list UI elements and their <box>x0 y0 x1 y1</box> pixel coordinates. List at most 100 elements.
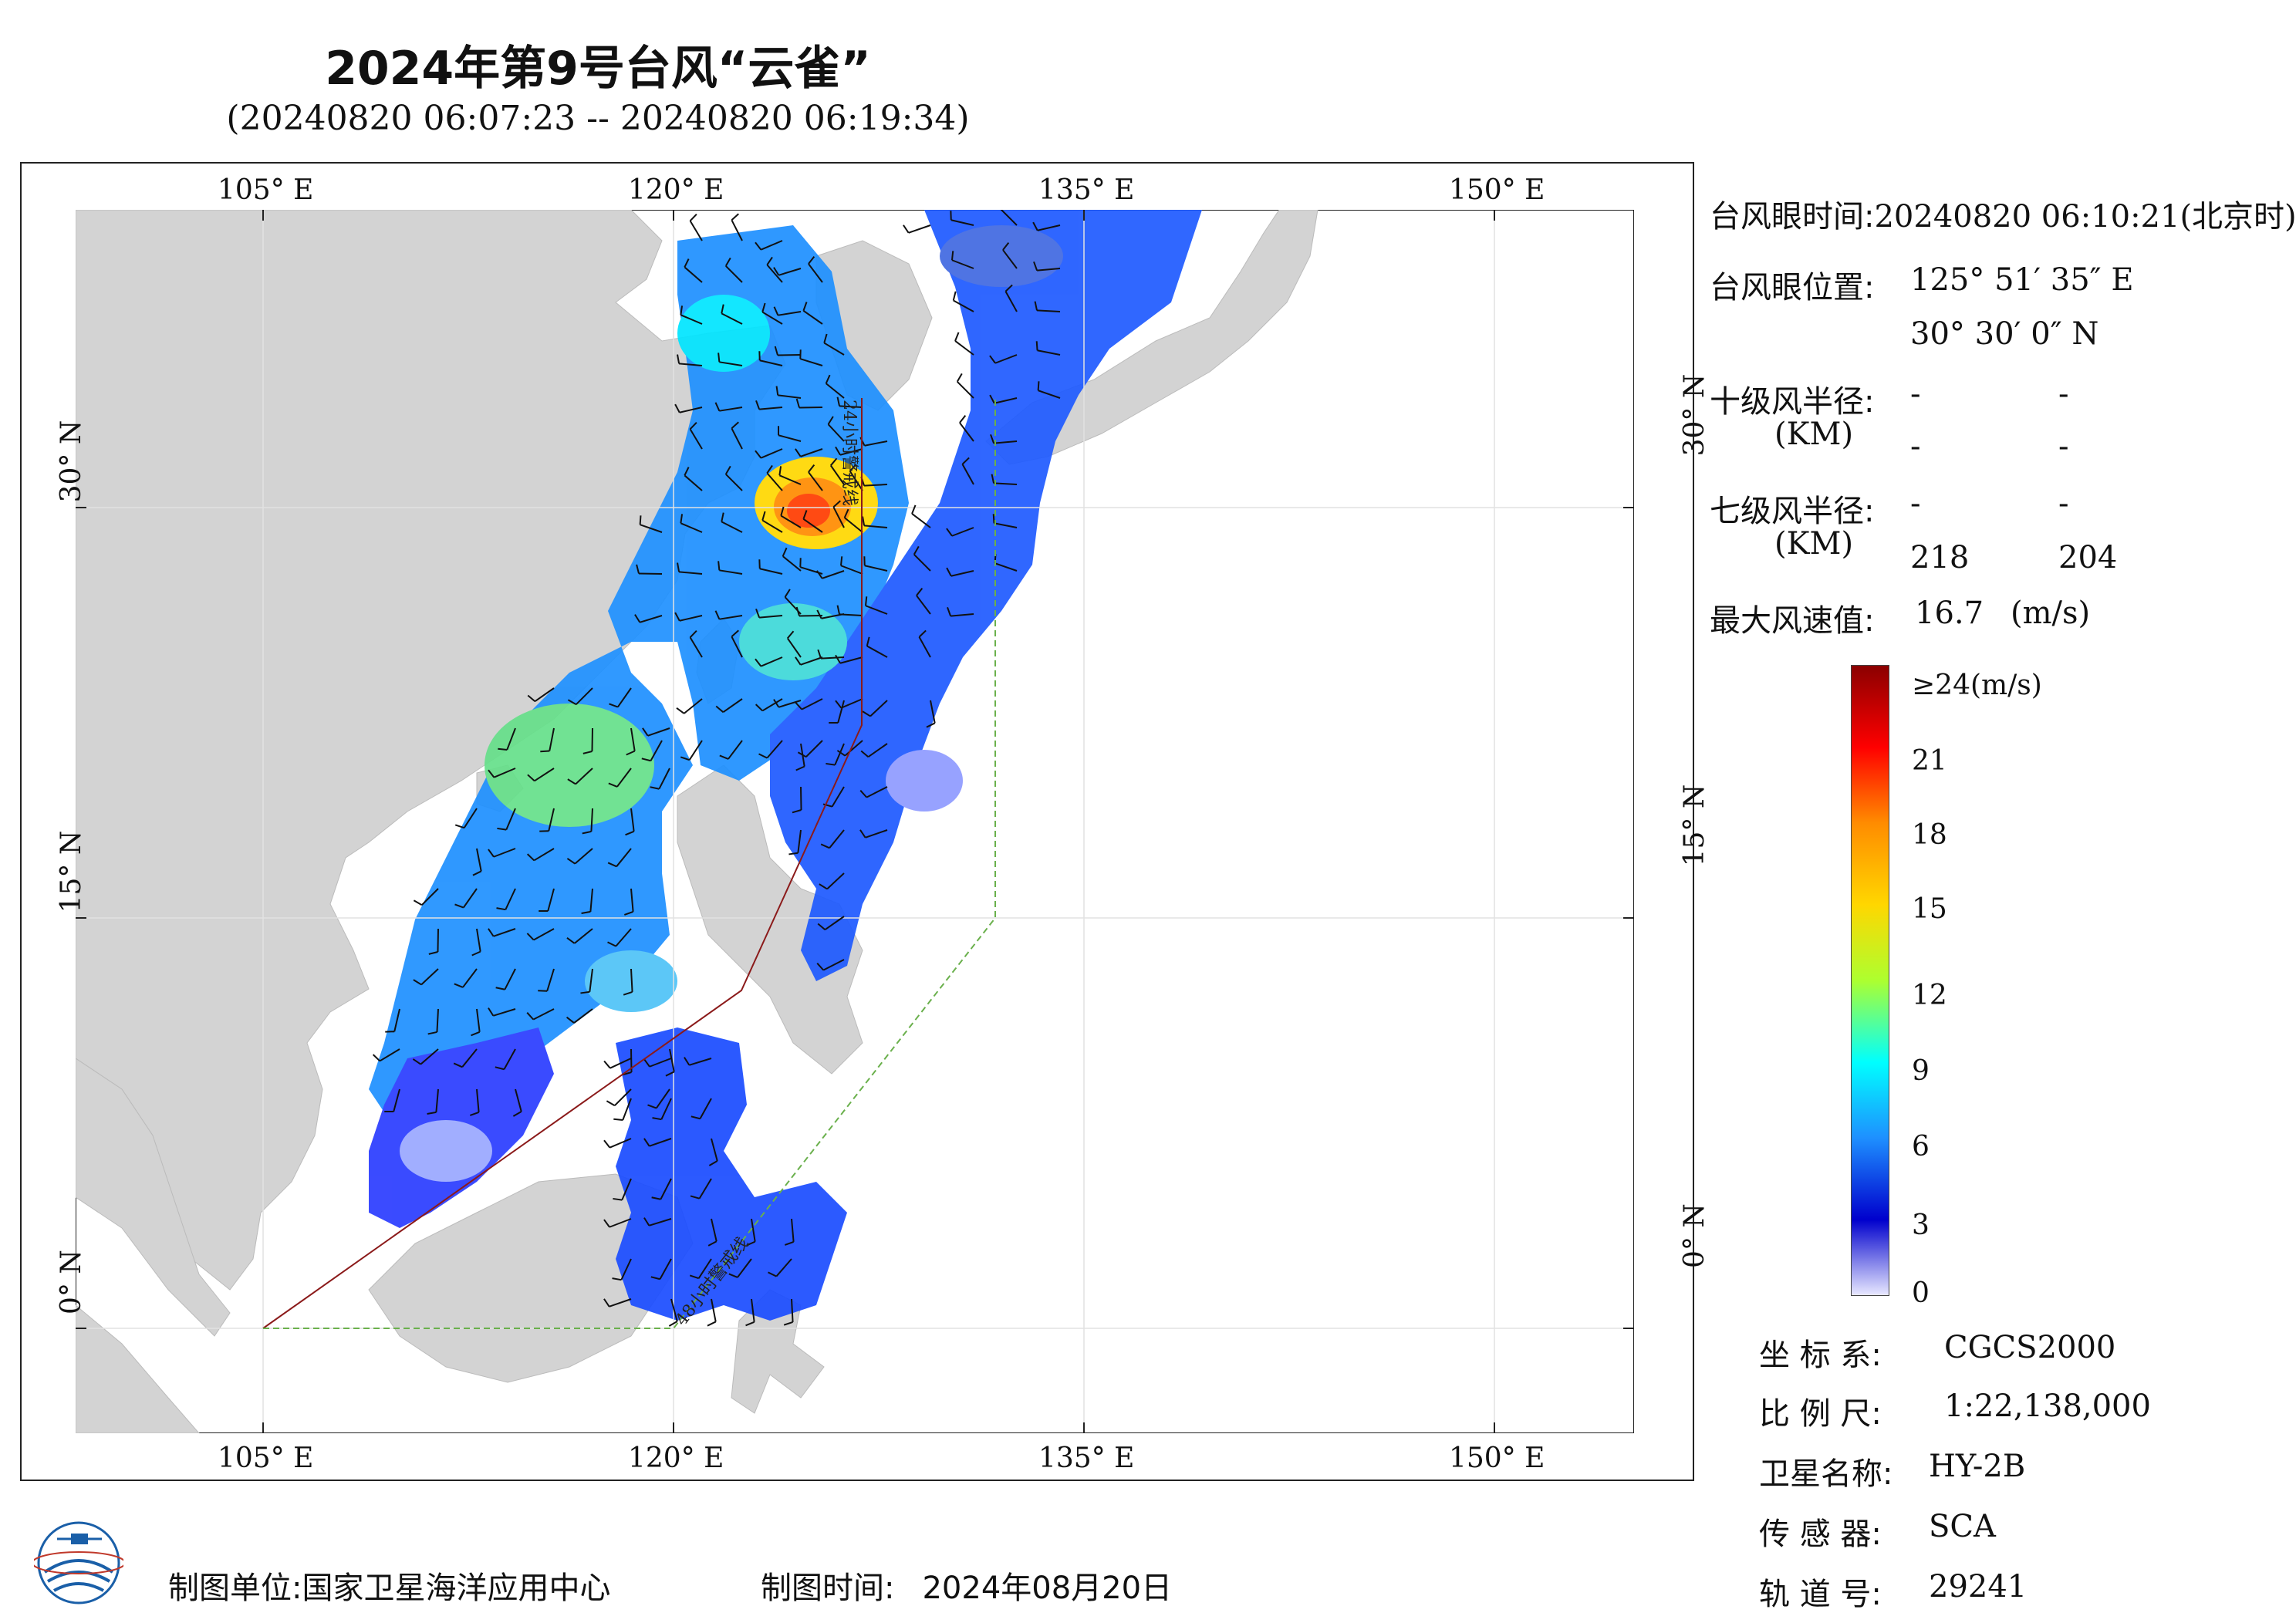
wind-barb <box>849 471 863 491</box>
wind-barb <box>832 506 845 528</box>
wind-barb <box>640 524 663 533</box>
wind-barb <box>800 656 823 666</box>
wind-barb <box>761 519 783 533</box>
r10-value-2: - <box>2058 376 2069 412</box>
r7-value-2: - <box>2058 486 2069 521</box>
wind-barb <box>640 615 663 623</box>
wind-barb <box>822 570 845 579</box>
wind-barb <box>759 359 783 366</box>
wind-barb <box>865 829 888 838</box>
wind-barb-flag <box>773 306 779 316</box>
wind-barb <box>719 569 743 575</box>
wind-barb <box>824 916 845 931</box>
wind-barb <box>820 656 845 660</box>
wind-barb <box>801 698 823 710</box>
satellite-row: 卫星名称: <box>1759 1449 1893 1493</box>
legend-tick-21: 21 <box>1912 745 1947 777</box>
wind-barb <box>826 872 845 890</box>
wind-barb-flag <box>707 1240 718 1247</box>
wind-barb-flag <box>731 213 739 221</box>
wind-barb-flag <box>690 1195 700 1200</box>
wind-barb <box>379 1048 400 1062</box>
wind-barb <box>711 1298 717 1322</box>
wind-barb-flag <box>707 1321 717 1327</box>
lat-tick-left-30: 30° N <box>56 420 87 503</box>
wind-barb <box>630 888 634 912</box>
wind-barb <box>609 1218 632 1228</box>
wind-barb <box>589 968 593 992</box>
wind-barb-flag <box>746 1240 756 1247</box>
wind-japan-sea <box>940 225 1063 287</box>
wind-barb-flag <box>643 1138 650 1147</box>
wind-barb <box>689 1058 712 1066</box>
wind-barb-flag <box>566 1016 575 1024</box>
wind-barb <box>728 740 743 760</box>
wind-barb-flag <box>680 756 690 761</box>
wind-barb <box>719 407 743 412</box>
footer-unit-value: 国家卫星海洋应用中心 <box>302 1571 611 1606</box>
wind-barb-flag <box>830 457 838 467</box>
wind-barb-flag <box>835 446 841 456</box>
wind-barb-flag <box>1035 341 1038 351</box>
wind-barb <box>393 1008 400 1032</box>
wind-barb-flag <box>755 608 761 618</box>
wind-barb <box>493 848 516 858</box>
wind-barb-flag <box>689 213 697 221</box>
sensor-value: SCA <box>1929 1509 1996 1544</box>
wind-barb-flag <box>641 758 651 762</box>
wind-barb <box>864 440 888 447</box>
wind-barb-flag <box>795 702 803 710</box>
map-frame <box>20 162 1694 1481</box>
warning-24h-label: 24小时警戒线 <box>839 400 859 506</box>
wind-barb <box>669 1048 675 1072</box>
legend-tick-24: ≥24(m/s) <box>1912 670 2042 701</box>
wind-barb <box>731 427 743 450</box>
wind-barb-flag <box>603 1219 610 1228</box>
wind-barb <box>670 1298 678 1322</box>
wind-barb <box>834 743 845 766</box>
r10-value-3: - <box>1910 429 1921 464</box>
wind-barb <box>994 562 1018 572</box>
wind-barb <box>950 613 974 617</box>
wind-barb <box>782 555 802 572</box>
wind-barb <box>660 1098 672 1120</box>
wind-barb-flag <box>647 1104 657 1109</box>
wind-barb-flag <box>721 304 724 314</box>
r7-value-4: 204 <box>2058 540 2118 575</box>
wind-barb-flag <box>603 1139 611 1149</box>
wind-barb-flag <box>775 386 779 396</box>
wind-barb-flag <box>718 353 721 363</box>
wind-barb-flag <box>714 610 721 620</box>
wind-barb <box>660 1178 672 1200</box>
wind-barb <box>689 428 703 450</box>
wind-barb-flag <box>1037 381 1040 391</box>
wind-barb <box>994 354 1018 364</box>
lat-tick-right-15: 15° N <box>1679 784 1710 867</box>
wind-barb-flag <box>625 830 635 836</box>
wind-barb <box>766 472 783 491</box>
wind-barb <box>684 266 703 283</box>
orbit-value: 29241 <box>1929 1569 2028 1604</box>
wind-barb <box>823 342 845 356</box>
wind-barb <box>711 1218 718 1242</box>
wind-barb-flag <box>622 1071 632 1076</box>
wind-barb-flag <box>836 605 841 615</box>
wind-barb <box>950 219 974 226</box>
wind-barb-flag <box>454 903 464 909</box>
lon-tick-bottom-105: 105° E <box>218 1442 314 1474</box>
wind-barb-flag <box>469 1111 479 1116</box>
lat-tick-right-0: 0° N <box>1679 1203 1710 1268</box>
wind-barb <box>737 1258 752 1278</box>
wind-barb <box>930 700 936 724</box>
wind-barb <box>731 636 743 658</box>
lon-tick-top-150: 150° E <box>1449 174 1545 206</box>
wind-barb <box>867 743 888 758</box>
wind-barb <box>462 968 478 988</box>
wind-barb <box>778 268 802 276</box>
wind-barb-flag <box>761 302 766 312</box>
wind-barb <box>759 568 783 575</box>
wind-barb <box>616 848 632 867</box>
r7-label: 七级风半径: <box>1710 494 1875 529</box>
wind-barb-flag <box>719 754 729 760</box>
wind-barb-flag <box>526 853 535 862</box>
